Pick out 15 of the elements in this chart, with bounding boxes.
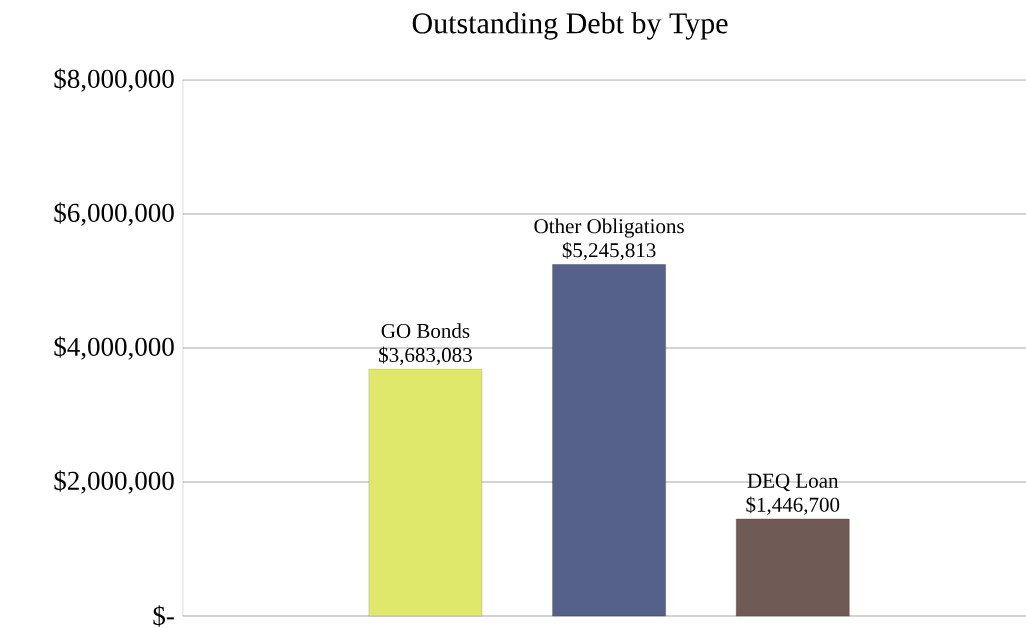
x-tick-label: DEQ Loan [747,473,839,492]
y-tick-label: $8,000,000 [54,68,174,92]
data-label: $1,446,700 [746,496,840,515]
bar [368,369,483,617]
bar [736,518,850,617]
bar [552,264,666,617]
x-tick-label: Other Obligations [534,218,684,238]
y-tick-label: $4,000,000 [54,336,174,360]
data-label: $3,683,083 [379,346,472,366]
chart-title: Outstanding Debt by Type [412,12,728,40]
y-tick-label: $- [153,605,174,627]
x-tick-label: GO Bonds [381,323,470,338]
data-label: $5,245,813 [562,241,656,261]
y-tick-label: $2,000,000 [54,470,174,494]
y-tick-label: $6,000,000 [54,202,174,226]
